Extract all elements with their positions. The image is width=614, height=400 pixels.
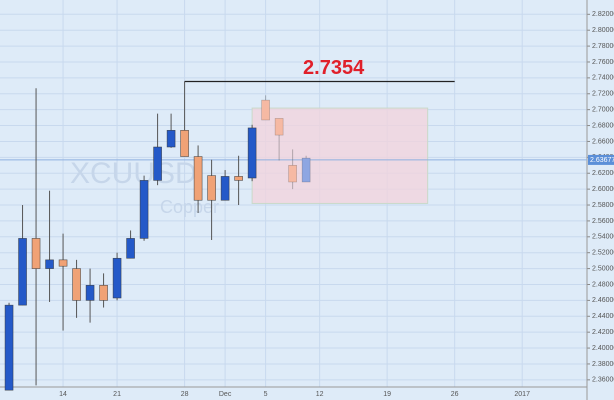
y-tick-label: 2.54000 — [592, 234, 614, 241]
last-price-tag — [588, 154, 614, 165]
candle-body — [58, 259, 68, 267]
candle-body — [139, 180, 149, 239]
x-tick-label: 19 — [383, 391, 391, 398]
x-tick-label: 21 — [113, 391, 121, 398]
y-tick-label: 2.52000 — [592, 250, 614, 257]
y-tick-label: 2.48000 — [592, 281, 614, 288]
candle-body — [193, 156, 203, 201]
candle-body — [112, 257, 122, 299]
candle-body — [4, 304, 14, 391]
y-tick-label: 2.44000 — [592, 313, 614, 320]
y-tick-label: 2.68000 — [592, 122, 614, 129]
y-tick-label: 2.46000 — [592, 297, 614, 304]
candle-body — [288, 164, 297, 183]
x-tick-label: 5 — [264, 391, 268, 398]
watermark-symbol: XCUUSD — [70, 157, 197, 190]
candle-body — [247, 127, 257, 179]
candle-body — [234, 176, 243, 181]
x-tick-label: Dec — [219, 391, 232, 398]
candle-body — [180, 130, 189, 157]
y-tick-label: 2.38000 — [592, 361, 614, 368]
candle-body — [45, 259, 54, 269]
candle-body — [18, 238, 27, 306]
y-tick-label: 2.40000 — [592, 345, 614, 352]
candle-body — [72, 268, 81, 301]
y-tick-label: 2.60000 — [592, 186, 614, 193]
candle-body — [261, 99, 270, 121]
x-tick-label: 12 — [316, 391, 324, 398]
y-tick-label: 2.72000 — [592, 91, 614, 98]
y-tick-label: 2.56000 — [592, 218, 614, 225]
y-tick-label: 2.58000 — [592, 202, 614, 209]
watermark-description: Copper — [160, 197, 219, 217]
candle-body — [31, 238, 41, 269]
last-price-label: 2.63677 — [590, 157, 614, 164]
y-tick-label: 2.76000 — [592, 59, 614, 66]
y-tick-label: 2.80000 — [592, 27, 614, 34]
candle-body — [99, 284, 108, 301]
candle-body — [153, 146, 162, 181]
candle-body — [220, 176, 230, 201]
x-tick-label: 28 — [181, 391, 189, 398]
candle-body — [207, 175, 216, 201]
x-tick-label: 14 — [59, 391, 67, 398]
y-tick-label: 2.78000 — [592, 43, 614, 50]
candle-body — [166, 130, 176, 148]
candle-body — [274, 118, 284, 136]
y-tick-label: 2.66000 — [592, 138, 614, 145]
y-tick-label: 2.62000 — [592, 170, 614, 177]
y-tick-label: 2.36000 — [592, 377, 614, 384]
y-tick-label: 2.74000 — [592, 75, 614, 82]
y-tick-label: 2.70000 — [592, 107, 614, 114]
y-tick-label: 2.82000 — [592, 11, 614, 18]
y-tick-label: 2.50000 — [592, 265, 614, 272]
x-tick-label: 2017 — [514, 391, 530, 398]
candle-body — [301, 157, 311, 183]
candle-body — [85, 284, 95, 301]
level-label: 2.7354 — [303, 57, 365, 79]
x-tick-label: 26 — [451, 391, 459, 398]
y-tick-label: 2.42000 — [592, 329, 614, 336]
candle-body — [126, 238, 135, 259]
